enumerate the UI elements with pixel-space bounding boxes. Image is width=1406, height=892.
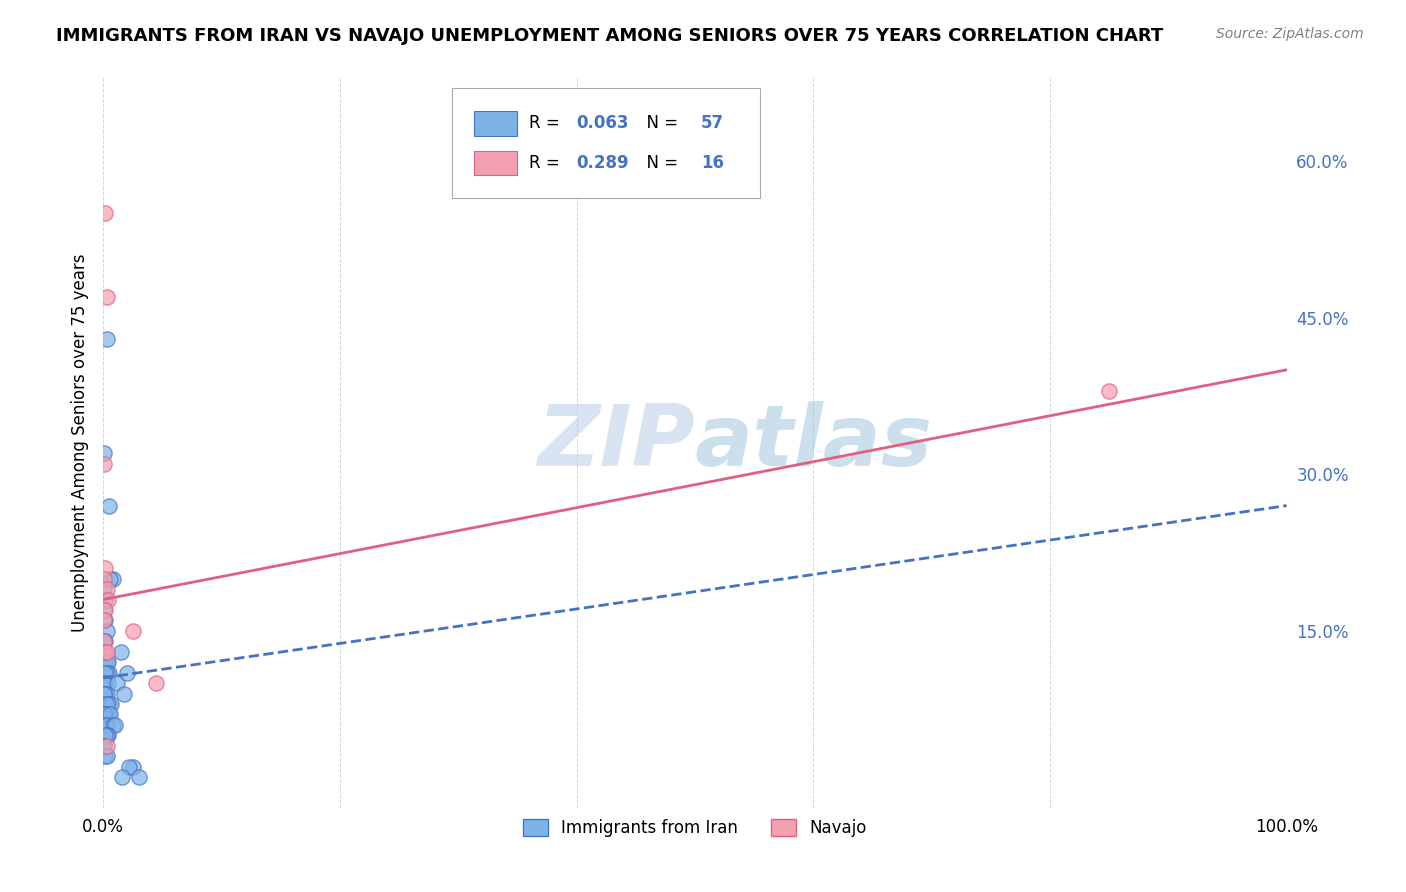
Point [1098,384,1121,398]
Point [94,697,117,711]
Text: 16: 16 [700,154,724,172]
Point [93,572,115,586]
Y-axis label: Unemployment Among Seniors over 75 years: Unemployment Among Seniors over 75 years [72,253,89,632]
Text: IMMIGRANTS FROM IRAN VS NAVAJO UNEMPLOYMENT AMONG SENIORS OVER 75 YEARS CORRELAT: IMMIGRANTS FROM IRAN VS NAVAJO UNEMPLOYM… [56,27,1164,45]
Point [97,707,120,722]
Point [98,499,121,513]
Point [94,614,117,628]
Point [114,687,136,701]
Point [93,603,115,617]
Text: N =: N = [636,114,683,133]
Point [94,206,117,220]
Point [93,645,115,659]
Point [93,739,115,753]
Point [96,728,118,742]
Point [94,655,117,669]
Point [101,718,124,732]
Point [93,687,115,701]
Point [93,676,115,690]
Point [121,624,143,638]
Point [98,697,121,711]
Point [96,655,118,669]
Point [96,645,118,659]
Legend: Immigrants from Iran, Navajo: Immigrants from Iran, Navajo [516,813,873,844]
Point [96,749,118,764]
Point [97,697,120,711]
Point [93,739,115,753]
Text: 0.289: 0.289 [576,154,628,172]
Point [98,572,121,586]
Point [94,561,117,575]
Point [94,687,117,701]
Point [97,728,120,742]
Point [121,759,143,773]
Point [98,665,121,680]
Text: Source: ZipAtlas.com: Source: ZipAtlas.com [1216,27,1364,41]
Point [98,707,121,722]
Point [93,614,115,628]
Point [115,665,138,680]
Point [94,718,117,732]
Point [93,457,115,471]
Text: atlas: atlas [695,401,934,484]
Point [93,707,115,722]
FancyBboxPatch shape [474,112,517,136]
Point [97,676,120,690]
Point [93,582,115,596]
Point [94,697,117,711]
Point [94,634,117,648]
Point [104,718,127,732]
Point [101,572,124,586]
Point [100,697,122,711]
Point [96,331,118,345]
Point [94,592,117,607]
FancyBboxPatch shape [474,151,517,176]
Point [96,290,118,304]
Point [97,592,120,607]
Point [96,624,118,638]
Point [94,603,117,617]
Text: N =: N = [636,154,683,172]
Point [94,665,117,680]
Point [96,718,118,732]
Point [93,446,115,460]
Point [93,634,115,648]
Point [96,687,118,701]
Point [94,645,117,659]
Text: 57: 57 [700,114,724,133]
Point [118,759,141,773]
Text: R =: R = [529,154,565,172]
Text: ZIP: ZIP [537,401,695,484]
Point [110,645,132,659]
FancyBboxPatch shape [453,88,761,198]
Text: R =: R = [529,114,565,133]
Point [96,739,118,753]
Point [97,655,120,669]
Point [105,676,128,690]
Point [93,707,115,722]
Point [111,770,134,784]
Point [145,676,167,690]
Point [94,707,117,722]
Point [94,687,117,701]
Point [93,645,115,659]
Text: 0.063: 0.063 [576,114,628,133]
Point [128,770,150,784]
Point [93,634,115,648]
Point [96,665,118,680]
Point [93,676,115,690]
Point [94,728,117,742]
Point [96,582,118,596]
Point [96,697,118,711]
Point [94,749,117,764]
